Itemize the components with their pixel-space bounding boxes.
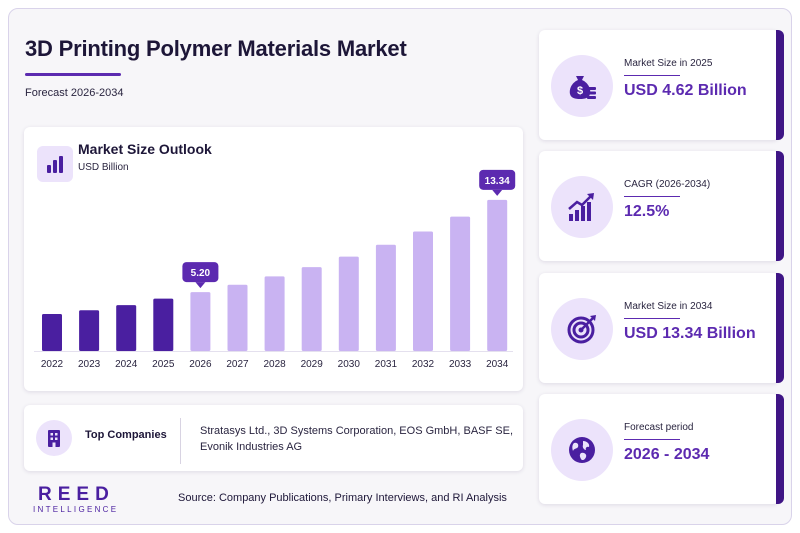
kpi-card-market-size-2034: Market Size in 2034 USD 13.34 Billion [539, 273, 784, 383]
bar-2030 [338, 256, 359, 351]
x-tick-label: 2033 [449, 359, 472, 370]
bar-2024 [116, 305, 137, 351]
building-icon [48, 430, 60, 447]
kpi-label: Forecast period [624, 422, 694, 433]
kpi-rule [624, 75, 680, 76]
kpi-rule [624, 196, 680, 197]
x-tick-label: 2024 [115, 359, 138, 370]
kpi-icon-circle: $ [551, 55, 613, 117]
bar-2025 [153, 298, 174, 351]
bar-2031 [375, 244, 396, 351]
page-subtitle: Forecast 2026-2034 [25, 87, 124, 99]
money-bag-icon: $ [569, 76, 596, 99]
source-note: Source: Company Publications, Primary In… [178, 492, 507, 504]
bar-2034 [487, 199, 508, 351]
bar-2026 [190, 292, 211, 351]
kpi-value: USD 13.34 Billion [624, 325, 756, 342]
bar-2029 [301, 267, 322, 351]
kpi-card-forecast-period: Forecast period 2026 - 2034 [539, 394, 784, 504]
kpi-icon-circle [551, 419, 613, 481]
market-size-chart: 2022 2023 2024 2025 2026 2027 2028 2029 2030 2031… [34, 169, 516, 370]
bar-2027 [227, 284, 248, 351]
bar-2033 [450, 216, 471, 351]
top-companies-label: Top Companies [85, 429, 167, 441]
bar-2022 [42, 313, 62, 351]
bar-2028 [264, 276, 285, 351]
x-tick-label: 2027 [226, 359, 249, 370]
x-tick-label: 2034 [486, 359, 509, 370]
bar-2023 [79, 310, 100, 351]
x-tick-label: 2032 [412, 359, 435, 370]
globe-icon [569, 437, 595, 463]
x-tick-label: 2028 [263, 359, 286, 370]
logo-wordmark: REED [38, 484, 115, 505]
bar-chart-icon [47, 156, 63, 173]
kpi-label: CAGR (2026-2034) [624, 179, 711, 190]
svg-text:$: $ [577, 85, 583, 97]
x-tick-label: 2029 [301, 359, 324, 370]
kpi-icon-circle [551, 298, 613, 360]
companies-icon-box [36, 420, 72, 456]
x-tick-label: 2030 [338, 359, 361, 370]
kpi-value: 12.5% [624, 203, 670, 220]
companies-divider [180, 418, 181, 464]
callout-value-label: 13.34 [485, 176, 510, 187]
chart-unit-label: USD Billion [78, 162, 129, 173]
kpi-rule [624, 439, 680, 440]
chart-heading: Market Size Outlook [78, 141, 212, 157]
kpi-card-market-size-2025: $ Market Size in 2025 USD 4.62 Billion [539, 30, 784, 140]
title-underline [25, 73, 121, 76]
callout-value-label: 5.20 [191, 268, 211, 279]
x-tick-label: 2031 [375, 359, 398, 370]
top-companies-list: Stratasys Ltd., 3D Systems Corporation, … [200, 425, 513, 453]
x-tick-label: 2022 [41, 359, 64, 370]
kpi-value: 2026 - 2034 [624, 446, 710, 463]
kpi-card-cagr: CAGR (2026-2034) 12.5% [539, 151, 784, 261]
callout-2034: 13.34 [479, 169, 516, 196]
kpi-value: USD 4.62 Billion [624, 82, 747, 99]
page-title: 3D Printing Polymer Materials Market [25, 36, 407, 61]
kpi-icon-circle [551, 176, 613, 238]
growth-chart-icon [568, 193, 594, 221]
callout-2026: 5.20 [182, 262, 219, 289]
target-icon [567, 315, 596, 344]
kpi-label: Market Size in 2034 [624, 301, 713, 312]
kpi-rule [624, 318, 680, 319]
top-companies-card [24, 405, 523, 471]
x-tick-label: 2023 [78, 359, 101, 370]
chart-icon-box [37, 146, 73, 182]
bar-2032 [413, 231, 433, 351]
x-tick-label: 2025 [152, 359, 175, 370]
logo-subtitle: INTELLIGENCE [33, 505, 119, 514]
kpi-label: Market Size in 2025 [624, 58, 713, 69]
x-tick-label: 2026 [189, 359, 212, 370]
